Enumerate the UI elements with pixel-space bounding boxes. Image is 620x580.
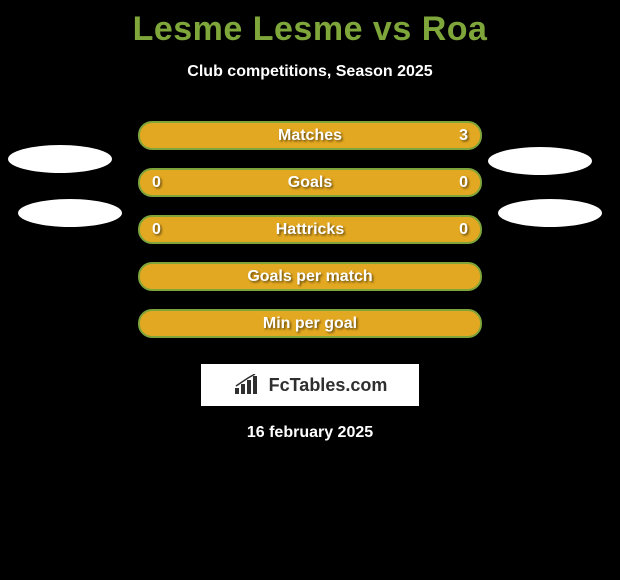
stat-value-right: 0: [459, 174, 468, 192]
stat-label: Hattricks: [276, 221, 344, 239]
subtitle: Club competitions, Season 2025: [0, 63, 620, 81]
stat-value-right: 0: [459, 221, 468, 239]
player-right-ellipse-1: [488, 147, 592, 175]
bars-icon: [233, 374, 263, 396]
fctables-logo: FcTables.com: [201, 364, 419, 406]
stat-row: Min per goal: [138, 309, 482, 338]
stat-row: 0 Hattricks 0: [138, 215, 482, 244]
stat-label: Goals: [288, 174, 332, 192]
stat-label: Matches: [278, 127, 342, 145]
stat-row: Goals per match: [138, 262, 482, 291]
page-title: Lesme Lesme vs Roa: [0, 0, 620, 49]
player-right-ellipse-2: [498, 199, 602, 227]
stat-rows: Matches 3 0 Goals 0 0 Hattricks 0 Goals …: [138, 121, 482, 338]
stat-row: Matches 3: [138, 121, 482, 150]
stat-value-right: 3: [459, 127, 468, 145]
date-text: 16 february 2025: [0, 424, 620, 442]
logo-text: FcTables.com: [269, 375, 388, 396]
player-left-ellipse-1: [8, 145, 112, 173]
player-left-ellipse-2: [18, 199, 122, 227]
comparison-area: Matches 3 0 Goals 0 0 Hattricks 0 Goals …: [0, 121, 620, 442]
stat-label: Min per goal: [263, 315, 357, 333]
stat-value-left: 0: [152, 221, 161, 239]
stat-label: Goals per match: [247, 268, 372, 286]
stat-value-left: 0: [152, 174, 161, 192]
stat-row: 0 Goals 0: [138, 168, 482, 197]
